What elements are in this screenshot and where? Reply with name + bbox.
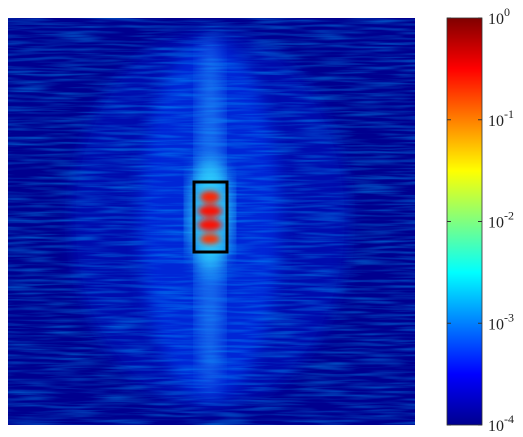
tick-label: 10-3 [488, 310, 514, 333]
tick-label: 10-4 [488, 412, 514, 435]
colorbar [446, 17, 483, 426]
tick-label: 100 [488, 5, 510, 28]
tick-label: 10-1 [488, 107, 514, 130]
tick-label: 10-2 [488, 209, 514, 232]
heatmap-image [8, 18, 415, 425]
